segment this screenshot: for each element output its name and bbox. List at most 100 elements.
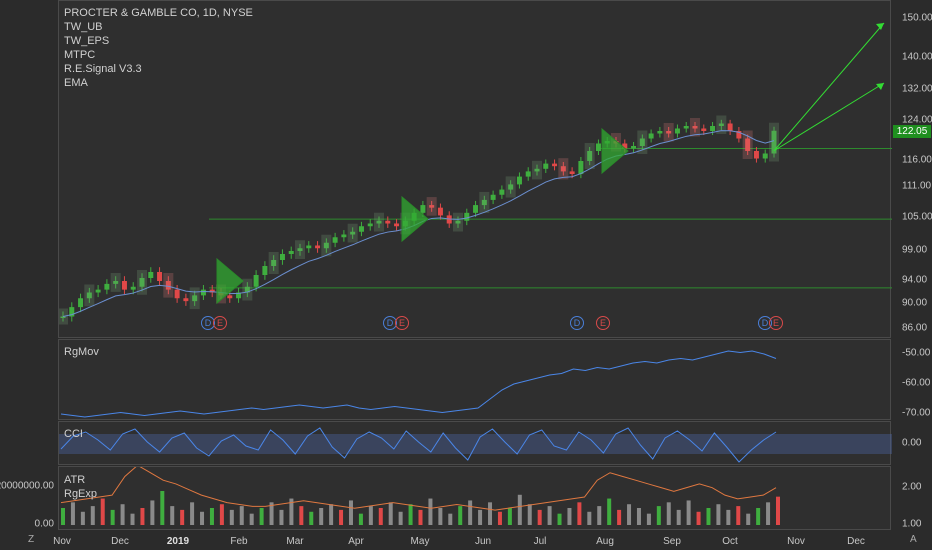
signal-box — [505, 176, 516, 198]
volume-bar — [527, 504, 532, 525]
signal-box — [742, 130, 753, 159]
earnings-marker[interactable]: E — [395, 316, 409, 330]
candle-body — [420, 205, 426, 213]
price-tick-label: 140.00 — [902, 51, 932, 63]
legend-indicator-1[interactable]: TW_UB — [64, 21, 103, 33]
earnings-marker[interactable]: E — [213, 316, 227, 330]
time-tick-label: Nov — [787, 536, 805, 547]
atr-plot — [60, 467, 780, 525]
candle-body — [534, 168, 540, 172]
volume-bar — [567, 508, 572, 525]
volume-bar — [646, 513, 651, 525]
time-axis[interactable]: Nov Dec 2019 Feb Mar Apr May Jun Jul Aug Sep Oct Nov… — [53, 530, 891, 550]
rgmov-pane[interactable] — [58, 339, 891, 420]
rgmov-title: RgMov — [64, 346, 99, 358]
volume-bar — [219, 504, 224, 525]
volume-bar — [229, 509, 234, 525]
cci-title: CCI — [64, 428, 83, 440]
volume-bar — [478, 509, 483, 525]
atr-axis[interactable]: 2.00 1.00 — [892, 466, 932, 530]
cci-pane[interactable] — [58, 421, 892, 465]
candle-body — [736, 131, 742, 139]
volume-bar — [80, 511, 85, 525]
earnings-marker[interactable]: E — [769, 316, 783, 330]
volume-bar — [239, 506, 244, 525]
cci-axis[interactable]: 0.00 — [892, 421, 932, 465]
candle-body — [631, 146, 637, 149]
candle-body — [60, 316, 66, 318]
time-tick-label: Dec — [847, 536, 865, 547]
projection-arrow-line — [773, 22, 885, 152]
signal-box — [374, 212, 384, 232]
price-axis[interactable]: 150.00 140.00 132.00 124.00 116.00 111.00 105.… — [892, 0, 932, 338]
signal-box — [321, 234, 332, 257]
volume-bar — [448, 513, 453, 525]
candle-body — [429, 205, 435, 208]
atr-label: ATR — [64, 474, 86, 486]
price-pane[interactable] — [58, 0, 892, 338]
signal-box — [268, 252, 279, 274]
signal-box — [163, 273, 174, 298]
candle-body — [192, 295, 198, 302]
rgmov-axis[interactable]: -50.00 -60.00 -70.00 — [892, 339, 932, 420]
volume-bar — [418, 509, 423, 525]
dividend-marker[interactable]: D — [570, 316, 584, 330]
candle-body — [69, 307, 75, 317]
price-tick-label: 116.00 — [902, 154, 932, 166]
candle-body — [516, 176, 522, 185]
candle-body — [578, 161, 584, 174]
volume-bar — [607, 498, 612, 525]
candle-body — [639, 138, 645, 146]
volume-bar — [180, 509, 185, 525]
last-price-tag: 122.05 — [893, 125, 931, 138]
legend-indicator-3[interactable]: MTPC — [64, 49, 96, 61]
volume-bar — [190, 502, 195, 525]
atr-tick-label: 1.00 — [902, 518, 922, 530]
auto-scale-button[interactable]: A — [910, 534, 917, 545]
buy-signal-triangle — [601, 127, 629, 175]
volume-tick-label: 20000000.00 — [0, 480, 54, 492]
volume-bar — [160, 491, 165, 525]
candle-body — [271, 260, 277, 266]
buy-signal-triangle — [401, 195, 429, 243]
candle-body — [148, 272, 154, 278]
candle-body — [473, 205, 479, 213]
volume-bar — [488, 502, 493, 525]
volume-bar — [398, 511, 403, 525]
candle-body — [622, 143, 628, 149]
candle-body — [350, 231, 356, 235]
legend-indicator-5[interactable]: EMA — [64, 77, 88, 89]
time-tick-label: Oct — [722, 536, 738, 547]
volume-bar — [110, 509, 115, 525]
candle-body — [499, 189, 505, 195]
volume-bar — [289, 498, 294, 525]
candle-body — [139, 278, 145, 287]
volume-bar — [279, 509, 284, 525]
candle-body — [490, 194, 496, 200]
volume-bar — [716, 504, 721, 525]
volume-bar — [627, 504, 632, 525]
volume-bar — [348, 500, 353, 525]
volume-bar — [497, 511, 502, 525]
timezone-button[interactable]: Z — [28, 534, 35, 545]
candle-body — [227, 295, 233, 299]
candle-body — [130, 286, 136, 290]
candle-body — [323, 242, 329, 249]
volume-bar — [408, 504, 413, 525]
atr-pane[interactable] — [58, 466, 891, 530]
candle-body — [236, 292, 242, 299]
legend-indicator-2[interactable]: TW_EPS — [64, 35, 110, 47]
volume-tick-label: 0.00 — [34, 518, 54, 530]
volume-bar — [299, 506, 304, 525]
volume-bar — [428, 498, 433, 525]
price-tick-label: 111.00 — [902, 180, 932, 192]
signal-box — [584, 143, 595, 169]
volume-bar — [269, 502, 274, 525]
volume-bar — [150, 500, 155, 525]
volume-bar — [696, 511, 701, 525]
price-tick-label: 94.00 — [902, 274, 928, 286]
volume-bar — [577, 502, 582, 525]
earnings-marker[interactable]: E — [596, 316, 610, 330]
legend-indicator-4[interactable]: R.E.Signal V3.3 — [64, 63, 142, 75]
signal-box — [347, 223, 358, 243]
